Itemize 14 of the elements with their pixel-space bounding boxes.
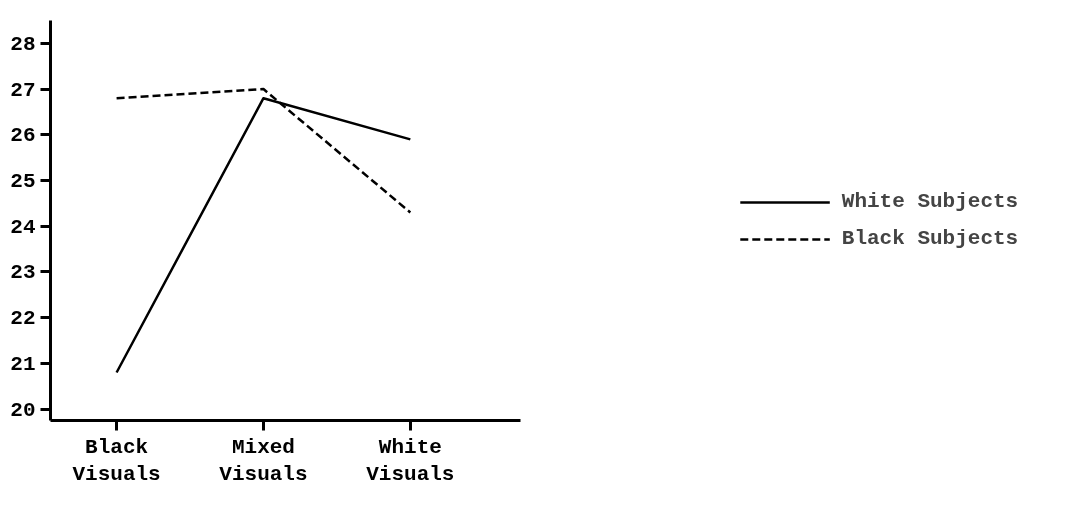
x-tick-label: White Visuals [366,435,455,487]
y-tick-label: 21 [10,352,36,376]
legend-label: White Subjects [841,190,1019,213]
y-tick-label: 20 [10,398,36,422]
y-tick-label: 28 [10,32,36,56]
y-tick-label: 24 [10,215,36,239]
y-tick-label: 25 [10,170,36,193]
y-tick-label: 22 [10,307,36,331]
y-tick-label: 23 [10,261,36,285]
legend-label: Black Subjects [841,227,1019,250]
y-tick-label: 27 [10,78,36,102]
x-tick-label: Black Visuals [72,435,161,487]
x-tick-label: Mixed Visuals [219,435,308,487]
y-tick-label: 26 [10,124,36,148]
